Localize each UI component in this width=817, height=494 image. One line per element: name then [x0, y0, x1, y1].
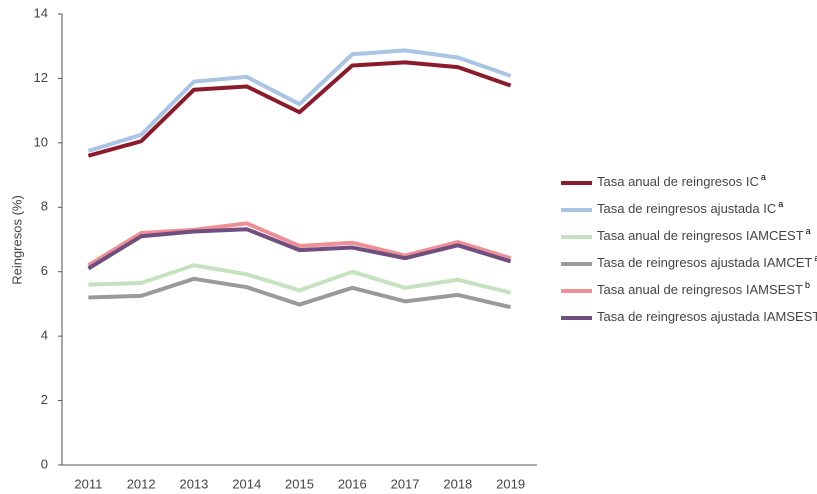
legend-label: Tasa anual de reingresos IAMCEST a: [597, 226, 811, 243]
x-tick-label: 2016: [338, 476, 367, 491]
y-tick-label: 0: [41, 456, 48, 471]
y-tick-label: 6: [41, 263, 48, 278]
legend-superscript: a: [814, 253, 817, 263]
y-tick-label: 12: [34, 70, 48, 85]
legend-superscript: b: [805, 280, 810, 290]
y-tick-label: 2: [41, 392, 48, 407]
y-tick-label: 10: [34, 134, 48, 149]
x-tick-label: 2015: [285, 476, 314, 491]
x-tick-label: 2018: [443, 476, 472, 491]
series-line: [88, 263, 512, 295]
legend-label: Tasa anual de reingresos IC a: [597, 172, 766, 189]
y-axis-label: Reingresos (%): [9, 195, 24, 285]
y-tick-label: 8: [41, 199, 48, 214]
x-tick-label: 2013: [179, 476, 208, 491]
legend-superscript: a: [761, 172, 766, 182]
legend-name: Tasa anual de reingresos IAMSEST: [597, 282, 803, 297]
series-line: [87, 60, 512, 158]
legend-name: Tasa de reingresos ajustada IAMCET: [597, 255, 812, 270]
legend-label: Tasa de reingresos ajustada IC a: [597, 199, 783, 216]
x-tick-label: 2011: [74, 476, 102, 491]
legend-name: Tasa de reingresos ajustada IC: [597, 201, 776, 216]
legend-superscript: a: [806, 226, 811, 236]
legend-name: Tasa anual de reingresos IC: [597, 174, 759, 189]
x-tick-label: 2019: [496, 476, 525, 491]
series-line: [87, 227, 512, 271]
series-line: [88, 276, 512, 310]
legend-name: Tasa anual de reingresos IAMCEST: [597, 228, 804, 243]
x-tick-label: 2012: [127, 476, 156, 491]
legend-name: Tasa de reingresos ajustada IAMSEST: [597, 309, 817, 324]
x-tick-label: 2014: [232, 476, 261, 491]
legend-label: Tasa de reingresos ajustada IAMCET a: [597, 253, 817, 270]
legend-label: Tasa de reingresos ajustada IAMSESTc: [597, 307, 817, 324]
series-line: [87, 221, 512, 267]
series-line: [87, 48, 512, 153]
y-tick-label: 4: [41, 328, 48, 343]
y-tick-label: 14: [34, 5, 48, 20]
legend-label: Tasa anual de reingresos IAMSEST b: [597, 280, 810, 297]
legend-superscript: a: [778, 199, 783, 209]
x-tick-label: 2017: [391, 476, 420, 491]
